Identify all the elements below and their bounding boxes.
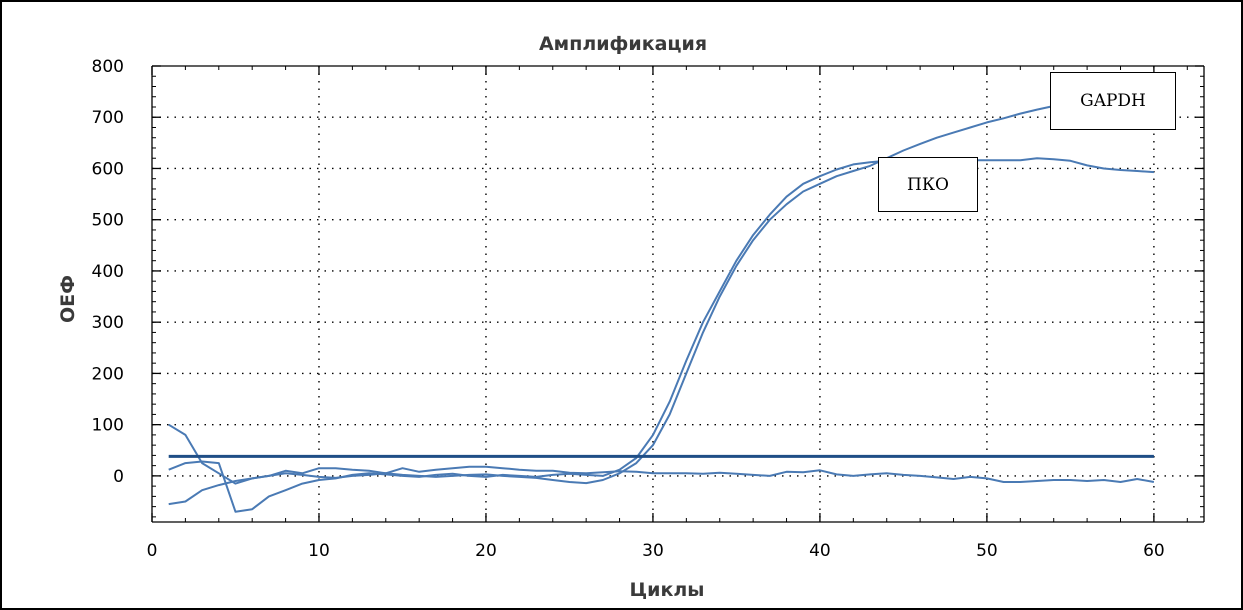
- y-tick-label: 600: [92, 159, 124, 179]
- x-tick-label: 40: [809, 541, 831, 561]
- gapdh-callout-label: GAPDH: [1080, 91, 1146, 111]
- y-axis-label: ОЕФ: [57, 275, 79, 323]
- y-tick-label: 500: [92, 211, 124, 231]
- pko-callout-label: ПКО: [907, 174, 949, 195]
- chart-title: Амплификация: [539, 33, 707, 55]
- y-tick-label: 0: [113, 467, 124, 487]
- y-tick-label: 400: [92, 262, 124, 282]
- y-tick-label: 200: [92, 364, 124, 384]
- x-tick-label: 0: [147, 541, 158, 561]
- x-tick-label: 30: [642, 541, 664, 561]
- y-tick-label: 300: [92, 313, 124, 333]
- series-line-пко: [168, 157, 1154, 513]
- y-tick-label: 800: [92, 57, 124, 77]
- x-tick-label: 10: [308, 541, 330, 561]
- x-tick-label: 60: [1143, 541, 1165, 561]
- series-line-gapdh: [168, 91, 1154, 506]
- series-line-baseline: [168, 423, 1155, 485]
- x-tick-label: 50: [976, 541, 998, 561]
- axis-ticks: [151, 65, 1204, 522]
- gapdh-callout: GAPDH: [1050, 72, 1176, 130]
- x-tick-label: 20: [475, 541, 497, 561]
- plot-frame: [151, 65, 1205, 523]
- y-tick-label: 100: [92, 416, 124, 436]
- y-tick-label: 700: [92, 108, 124, 128]
- x-axis-label: Циклы: [630, 579, 705, 601]
- series-lines: [168, 91, 1155, 513]
- pko-callout: ПКО: [878, 157, 978, 212]
- grid-lines: [152, 66, 1204, 522]
